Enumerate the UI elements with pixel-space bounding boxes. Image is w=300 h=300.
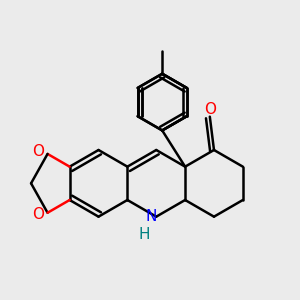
Text: O: O (204, 102, 216, 117)
Text: O: O (32, 207, 44, 222)
Text: O: O (32, 144, 44, 159)
Text: H: H (138, 227, 149, 242)
Text: N: N (146, 209, 157, 224)
